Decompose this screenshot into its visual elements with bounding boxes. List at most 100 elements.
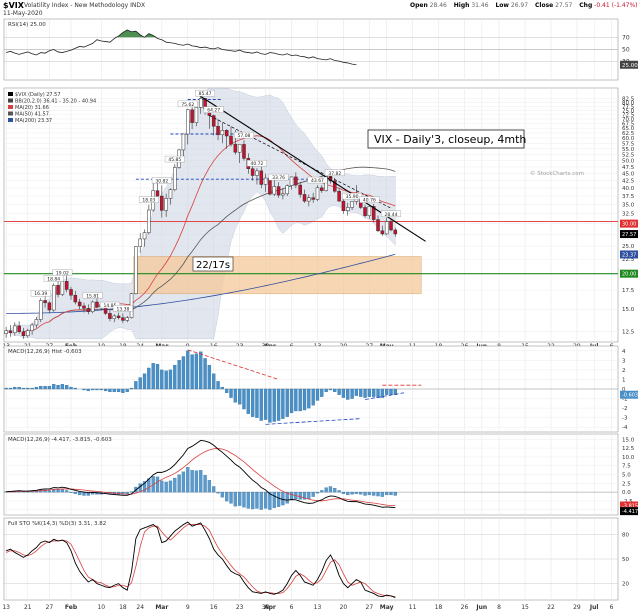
price-tick-label: 50.0 — [622, 159, 635, 165]
price-label-text: 85.47 — [199, 91, 212, 97]
macd-panel-hist-bar — [186, 467, 190, 493]
macd-hist-bar — [60, 384, 65, 390]
ohlc-open-label: Open — [410, 2, 428, 9]
bottom-x-axis-label: 23 — [236, 604, 244, 611]
macd-tick-label: 10.0 — [622, 455, 635, 461]
macd-hist-bar — [380, 388, 385, 398]
macd-hist-bar — [168, 369, 173, 390]
annotation-text: 22/17s — [196, 260, 230, 271]
macd-hist-bar — [112, 388, 116, 393]
candle-body — [73, 294, 78, 303]
price-tick-label: 82.5 — [622, 97, 635, 103]
candle-body — [160, 195, 164, 211]
macd-hist-bar — [354, 388, 359, 396]
rsi-line — [6, 29, 357, 66]
candle-body — [4, 330, 8, 334]
candle-body — [198, 98, 203, 108]
price-tick-label: 47.5 — [622, 165, 635, 171]
candle-body — [250, 168, 255, 176]
macd-hist-bar — [177, 360, 181, 390]
price-legend-text: MA(200) 23.37 — [15, 118, 52, 124]
macd-hist-bar — [385, 388, 389, 395]
macd-hist-tick-label: 4 — [622, 349, 626, 355]
macd-panel-hist-bar — [341, 491, 346, 494]
index-title: Volatility Index - New Methodology INDX — [24, 2, 146, 9]
price-label-box — [52, 269, 73, 276]
macd-hist-bar — [242, 388, 246, 410]
macd-hist-bar — [393, 388, 397, 395]
macd-hist-bar — [229, 388, 233, 398]
candle-body — [95, 301, 99, 308]
macd-hist-bar — [73, 387, 78, 390]
price-tick-label: 52.5 — [622, 153, 635, 159]
price-label-text: 75.62 — [181, 102, 194, 108]
macd-hist-bar — [311, 388, 315, 406]
price-label-box — [112, 305, 133, 312]
candle-body — [216, 126, 220, 136]
macd-panel-hist-bar — [276, 491, 281, 507]
ohlc-high-label: High — [453, 2, 470, 9]
price-legend-text: MA(20) 31.66 — [15, 105, 49, 111]
macd-hist-bar — [212, 373, 216, 390]
macd-panel-hist-bar — [255, 491, 259, 509]
macd-panel-hist-bar — [125, 491, 129, 494]
bottom-x-axis-label: 16 — [210, 604, 218, 611]
price-label-box — [247, 160, 267, 167]
macd-panel-hist-bar — [359, 491, 363, 495]
bottom-x-axis-label: 13 — [2, 604, 10, 611]
candle-body — [229, 135, 233, 145]
macd-hist-bar — [181, 356, 186, 390]
hist-divergence-blue-2 — [364, 392, 405, 400]
macd-hist-tick-label: -1 — [622, 397, 627, 403]
rsi-tick-label: 70 — [622, 34, 630, 41]
price-tick-label: 42.5 — [622, 179, 635, 185]
ohlc-chg-value: -0.41 (-1.47%) — [594, 2, 638, 9]
price-label-box — [138, 196, 159, 203]
price-legend-text: $VIX (Daily) 27.57 — [15, 92, 61, 98]
candle-body — [17, 325, 21, 332]
ohlc-high-value: 31.46 — [471, 2, 489, 9]
candle-body — [155, 190, 160, 197]
macd-hist-tick-label: -3 — [622, 416, 628, 422]
price-tick-label: 62.5 — [622, 131, 635, 137]
macd-panel-hist-bar — [78, 491, 82, 496]
macd-hist-bar — [199, 351, 203, 390]
macd-panel-hist-bar — [129, 491, 134, 493]
macd-panel-hist-bar — [380, 491, 385, 497]
price-label-box — [177, 100, 198, 108]
candle-body — [237, 144, 242, 153]
candle-body — [259, 170, 264, 185]
price-label-text: 16.39 — [34, 291, 47, 297]
price-label-box — [342, 192, 363, 200]
macd-hist-bar — [52, 384, 56, 390]
bottom-x-axis-label: 18 — [119, 604, 127, 611]
candle-body — [211, 115, 216, 127]
bottom-x-axis-label: Apr — [264, 604, 276, 611]
macd-tick-label: 5.0 — [622, 473, 631, 479]
candle-body — [82, 305, 86, 309]
bottom-x-axis-label: 29 — [573, 604, 581, 611]
price-label-text: 30.82 — [155, 178, 168, 184]
price-tick-label: 25.0 — [622, 244, 635, 250]
macd-hist-bar — [30, 387, 34, 390]
macd-hist-bar — [164, 370, 168, 390]
macd-hist-tick-label: 3 — [622, 358, 626, 364]
macd-hist-bar — [4, 387, 8, 390]
macd-hist-bar — [194, 353, 199, 390]
macd-line — [6, 439, 396, 509]
macd-tick-label: 12.5 — [622, 446, 635, 452]
macd-panel-hist-bar — [237, 491, 242, 506]
candle-body — [268, 177, 272, 195]
bottom-x-axis-label: 13 — [314, 604, 322, 611]
candle-body — [389, 221, 393, 231]
price-tick-label: 70.0 — [622, 117, 635, 123]
macd-panel-hist-bar — [86, 491, 90, 496]
bottom-x-axis-label: 30 — [262, 604, 270, 611]
macd-hist-bar — [372, 388, 376, 397]
macd-panel-hist-bar — [242, 491, 246, 508]
ohlc-chg-label: Chg — [579, 2, 593, 9]
chart-title-box — [367, 129, 525, 149]
macd-hist-bar — [259, 388, 263, 421]
price-legend-text: BB(20,2.0) 36.41 - 35.20 - 40.94 — [15, 99, 96, 105]
